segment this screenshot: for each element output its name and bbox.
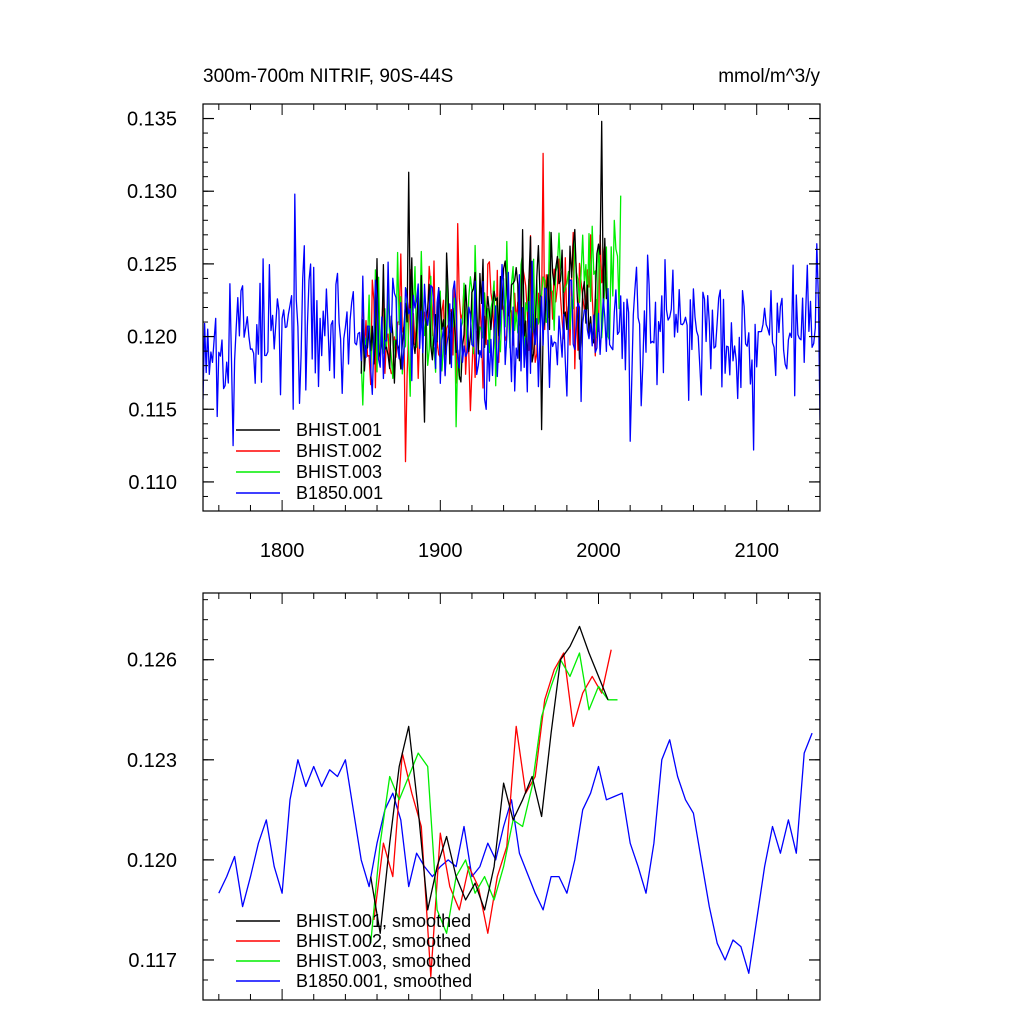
bottom-series-line-2 bbox=[373, 649, 612, 978]
bottom-series-line-1 bbox=[370, 625, 609, 934]
top-series-line-4 bbox=[203, 193, 820, 451]
bottom-legend-label-3: BHIST.003, smoothed bbox=[296, 951, 471, 971]
top-plot-area bbox=[203, 120, 820, 463]
top-chart-title: 300m-700m NITRIF, 90S-44S bbox=[203, 66, 453, 87]
top-legend-label-4: B1850.001 bbox=[296, 483, 383, 503]
top-legend-label-2: BHIST.002 bbox=[296, 441, 382, 461]
bottom-y-tick-label: 0.126 bbox=[127, 650, 177, 672]
bottom-legend-label-4: B1850.001, smoothed bbox=[296, 971, 472, 991]
top-y-tick-label: 0.120 bbox=[127, 327, 177, 349]
top-y-tick-label: 0.110 bbox=[128, 472, 177, 494]
top-x-tick-label: 1800 bbox=[260, 540, 305, 562]
top-legend-label-1: BHIST.001 bbox=[296, 420, 382, 440]
top-panel: 300m-700m NITRIF, 90S-44S mmol/m^3/y BHI… bbox=[127, 66, 821, 562]
top-y-tick-label: 0.125 bbox=[127, 254, 177, 276]
bottom-plot-area bbox=[218, 625, 813, 978]
bottom-axes: 0.117 0.120 0.123 0.126 bbox=[127, 593, 821, 1001]
top-y-tick-label: 0.130 bbox=[127, 181, 177, 203]
top-x-tick-label: 2100 bbox=[734, 540, 779, 562]
bottom-legend-label-2: BHIST.002, smoothed bbox=[296, 931, 471, 951]
top-legend-label-3: BHIST.003 bbox=[296, 462, 382, 482]
top-x-tick-label: 1900 bbox=[418, 540, 463, 562]
bottom-legend-label-1: BHIST.001, smoothed bbox=[296, 911, 471, 931]
top-x-tick-label: 2000 bbox=[576, 540, 621, 562]
bottom-series-line-4 bbox=[218, 732, 813, 974]
bottom-y-tick-label: 0.123 bbox=[127, 750, 177, 772]
top-axes: 0.110 0.115 0.120 0.125 0.130 0.135 1800 1900 20… bbox=[127, 103, 821, 562]
top-chart-units: mmol/m^3/y bbox=[718, 66, 820, 87]
top-y-tick-label: 0.135 bbox=[127, 109, 177, 131]
bottom-y-tick-label: 0.120 bbox=[127, 850, 177, 872]
bottom-series-line-3 bbox=[370, 652, 618, 944]
bottom-y-tick-label: 0.117 bbox=[128, 950, 177, 972]
top-y-tick-label: 0.115 bbox=[128, 399, 177, 421]
bottom-plot-frame bbox=[202, 592, 821, 1001]
